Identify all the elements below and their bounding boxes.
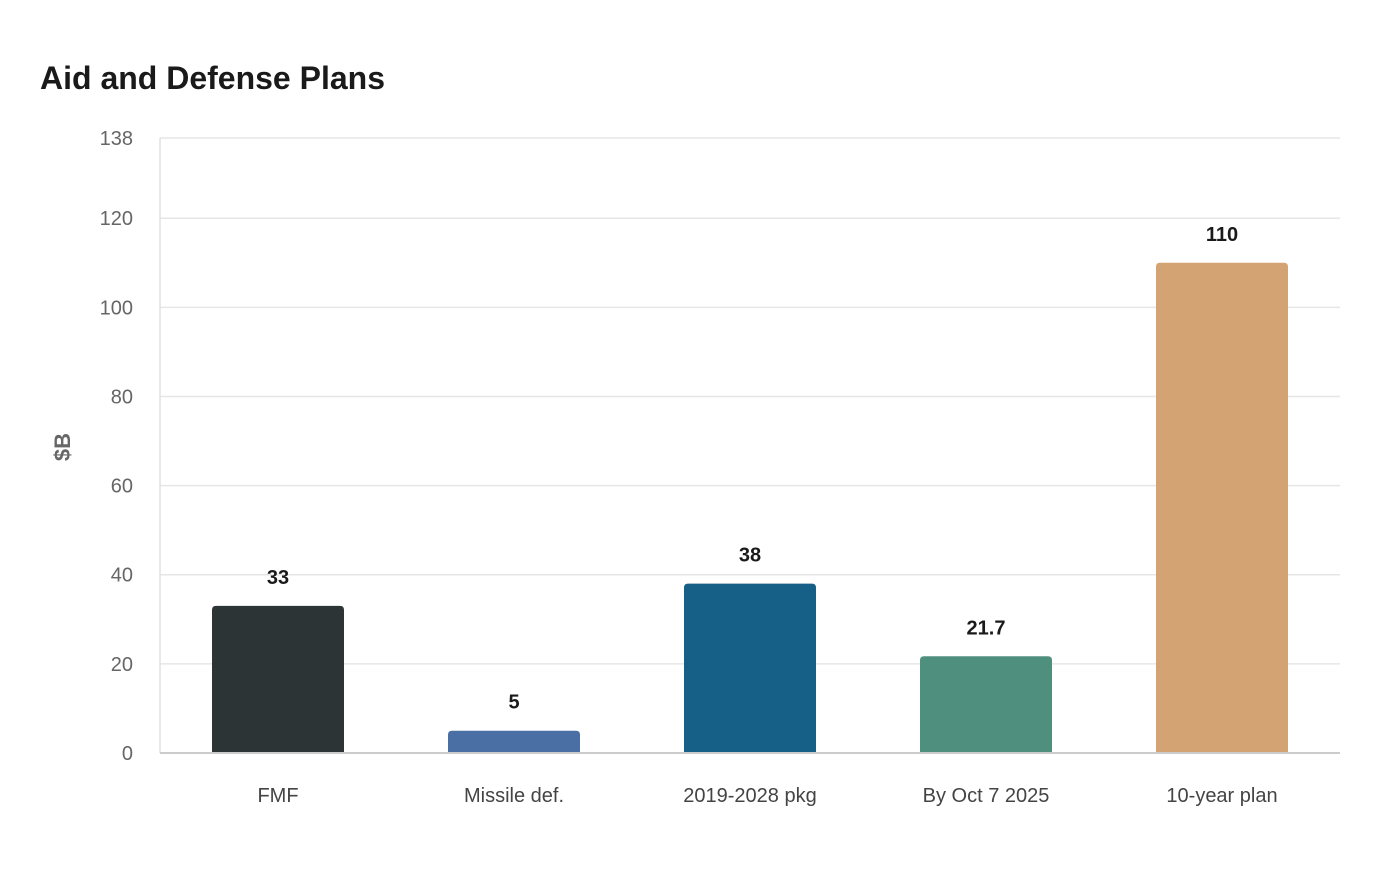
x-category-label: 2019-2028 pkg <box>683 785 816 807</box>
x-category-label: FMF <box>257 785 298 807</box>
y-tick-label: 138 <box>100 128 133 150</box>
y-axis-title: $B <box>50 433 75 461</box>
bar <box>920 656 1052 753</box>
bar-value-label: 38 <box>739 545 761 567</box>
bar <box>448 730 580 753</box>
bar <box>212 605 344 753</box>
bar-value-label: 21.7 <box>967 617 1006 639</box>
x-category-label: 10-year plan <box>1166 785 1277 807</box>
value-labels: 33 5 38 21.7 110 <box>267 224 1238 714</box>
x-category-labels: FMF Missile def. 2019-2028 pkg By Oct 7 202… <box>257 785 1277 807</box>
y-tick-label: 40 <box>111 565 133 587</box>
y-tick-label: 120 <box>100 208 133 230</box>
y-tick-labels: 0 20 40 60 80 100 120 138 <box>100 128 133 765</box>
bars <box>212 262 1288 753</box>
bar-value-label: 33 <box>267 567 289 589</box>
grid-lines <box>160 137 1340 665</box>
x-category-label: By Oct 7 2025 <box>923 785 1050 807</box>
y-tick-label: 20 <box>111 654 133 676</box>
bar-value-label: 110 <box>1206 224 1238 246</box>
y-tick-label: 100 <box>100 297 133 319</box>
bar <box>684 583 816 753</box>
chart-title: Aid and Defense Plans <box>40 60 385 96</box>
bar-value-label: 5 <box>508 692 519 714</box>
y-tick-label: 80 <box>111 386 133 408</box>
x-category-label: Missile def. <box>464 785 564 807</box>
y-tick-label: 60 <box>111 476 133 498</box>
bar <box>1156 262 1288 753</box>
y-tick-label: 0 <box>122 743 133 765</box>
